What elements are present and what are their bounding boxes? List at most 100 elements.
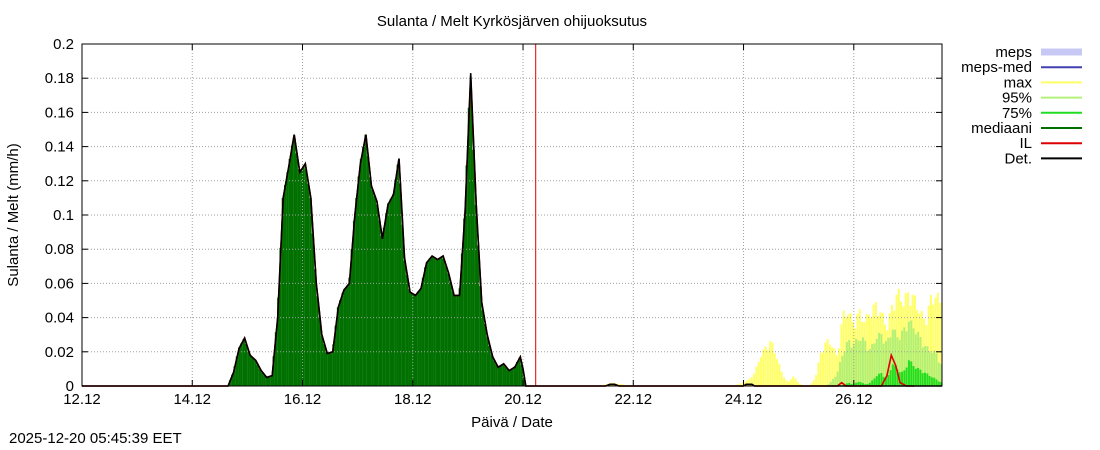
x-tick-label: 24.12 xyxy=(725,391,763,408)
melt-bar xyxy=(385,213,388,386)
y-tick-label: 0.08 xyxy=(45,241,74,258)
melt-bar xyxy=(502,363,505,386)
melt-bar xyxy=(460,253,464,386)
melt-bar xyxy=(267,376,271,386)
melt-bar xyxy=(288,158,292,386)
melt-bars xyxy=(228,95,526,386)
melt-bar xyxy=(495,364,498,386)
melt-bar xyxy=(277,297,280,386)
melt-bar xyxy=(355,197,358,386)
y-tick-label: 0.1 xyxy=(53,207,74,224)
melt-bar xyxy=(417,291,420,386)
melt-bar xyxy=(373,196,376,386)
melt-bar xyxy=(375,204,379,386)
melt-bar xyxy=(465,165,468,386)
melt-bar xyxy=(387,203,390,386)
melt-bar xyxy=(261,372,264,386)
melt-bar xyxy=(357,176,360,386)
melt-bar xyxy=(474,204,478,386)
melt-bar xyxy=(440,256,443,386)
melt-bar xyxy=(449,282,452,386)
melt-bar xyxy=(242,338,246,386)
melt-bar xyxy=(433,257,436,386)
melt-bar xyxy=(249,356,252,386)
melt-bar xyxy=(389,198,393,386)
melt-bar xyxy=(265,377,269,386)
melt-bar xyxy=(511,368,514,386)
melt-bar xyxy=(410,293,413,386)
melt-bar xyxy=(453,295,457,386)
timestamp: 2025-12-20 05:45:39 EET xyxy=(9,430,182,447)
chart-title: Sulanta / Melt Kyrkösjärven ohijuoksutus xyxy=(377,13,647,30)
melt-bar xyxy=(522,377,526,386)
melt-bar xyxy=(488,345,491,386)
melt-bar xyxy=(231,374,234,386)
melt-bar xyxy=(458,288,461,386)
legend-label: Det. xyxy=(1004,150,1032,167)
melt-bar xyxy=(339,300,342,386)
melt-bar xyxy=(313,269,317,386)
melt-bar xyxy=(254,360,257,386)
melt-bar xyxy=(467,107,471,386)
melt-bar xyxy=(426,261,429,386)
x-tick-label: 20.12 xyxy=(504,391,542,408)
melt-bar xyxy=(394,179,397,386)
melt-bar xyxy=(476,245,480,386)
melt-bar xyxy=(396,164,399,386)
y-tick-label: 0.14 xyxy=(45,139,74,156)
melt-bar xyxy=(451,291,455,386)
melt-bar xyxy=(424,267,427,386)
melt-bar xyxy=(350,249,354,386)
melt-bar xyxy=(371,189,374,386)
melt-bar xyxy=(295,153,298,386)
melt-bar xyxy=(437,258,441,386)
melt-bar xyxy=(428,258,432,386)
melt-bar xyxy=(341,293,344,386)
y-tick-label: 0.02 xyxy=(45,344,74,361)
melt-bar xyxy=(493,360,496,386)
melt-bar xyxy=(247,350,250,386)
melt-bar xyxy=(332,344,335,386)
melt-bar xyxy=(233,366,236,386)
melt-bar xyxy=(513,366,517,386)
melt-bar xyxy=(311,233,314,386)
x-tick-label: 16.12 xyxy=(284,391,322,408)
melt-bar xyxy=(323,344,326,386)
melt-bar xyxy=(270,375,273,386)
legend-label: mediaani xyxy=(971,120,1032,137)
melt-bar xyxy=(304,169,308,386)
x-tick-label: 26.12 xyxy=(835,391,873,408)
legend-swatch xyxy=(1041,48,1082,56)
melt-bar xyxy=(470,95,473,386)
melt-bar xyxy=(346,285,349,386)
melt-bar xyxy=(281,197,285,386)
melt-bar xyxy=(329,352,333,386)
y-tick-label: 0.18 xyxy=(45,70,74,87)
melt-bar xyxy=(306,183,310,386)
legend-label: max xyxy=(1004,74,1033,91)
melt-bar xyxy=(380,235,383,386)
series-line-il xyxy=(82,76,915,387)
legend-label: 95% xyxy=(1002,90,1032,107)
melt-bar xyxy=(256,364,259,386)
x-tick-label: 22.12 xyxy=(615,391,653,408)
melt-bar xyxy=(499,365,503,386)
melt-bar xyxy=(244,343,248,386)
melt-bar xyxy=(403,260,406,386)
melt-bar xyxy=(364,134,367,386)
y-tick-label: 0 xyxy=(66,378,74,395)
melt-bar xyxy=(348,277,351,386)
melt-bar xyxy=(352,220,356,386)
melt-bar xyxy=(325,351,328,386)
melt-bar xyxy=(369,177,372,386)
melt-bar xyxy=(444,266,448,386)
melt-bar xyxy=(431,256,434,386)
y-tick-label: 0.16 xyxy=(45,104,74,121)
melt-bar xyxy=(456,295,459,386)
melt-bar xyxy=(481,310,484,386)
melt-bar xyxy=(378,220,381,386)
melt-bar xyxy=(297,169,301,386)
x-axis-label: Päivä / Date xyxy=(471,414,553,431)
